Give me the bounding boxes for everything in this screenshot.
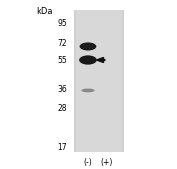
Text: 95: 95 — [58, 19, 67, 28]
Text: 28: 28 — [58, 104, 67, 113]
Bar — [74, 10, 124, 152]
FancyArrow shape — [96, 57, 105, 63]
Text: 55: 55 — [58, 56, 67, 65]
Ellipse shape — [79, 55, 97, 65]
Text: (+): (+) — [100, 158, 112, 167]
Ellipse shape — [79, 42, 96, 51]
Text: kDa: kDa — [37, 7, 53, 16]
Text: 72: 72 — [58, 39, 67, 49]
Text: 17: 17 — [58, 142, 67, 152]
Ellipse shape — [81, 89, 95, 92]
Bar — [76, 10, 122, 152]
Text: 36: 36 — [58, 85, 67, 94]
Text: (-): (-) — [84, 158, 92, 167]
